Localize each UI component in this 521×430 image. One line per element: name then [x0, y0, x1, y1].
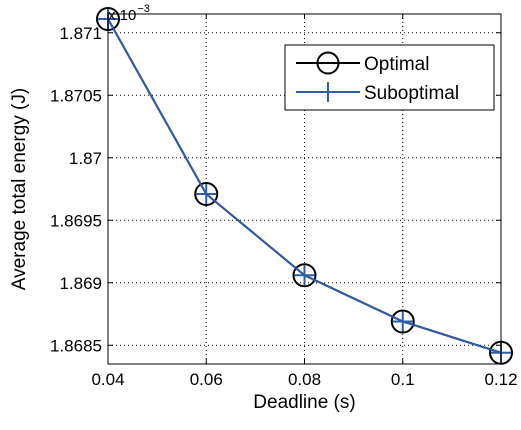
y-scale-exponent: −3 [137, 3, 150, 15]
x-tick-labels: 0.04 0.06 0.08 0.1 0.12 [91, 370, 517, 389]
legend-label-suboptimal: Suboptimal [364, 83, 459, 104]
legend-marker-optimal [316, 51, 340, 75]
legend-label-optimal: Optimal [364, 54, 429, 75]
y-tick-labels: 1.8685 1.869 1.8695 1.87 1.8705 1.871 [50, 24, 102, 356]
y-axis-label: Average total energy (J) [9, 88, 30, 290]
y-tick-label: 1.8685 [50, 336, 102, 355]
y-tick-label: 1.869 [59, 274, 102, 293]
legend-entry-suboptimal: Suboptimal [296, 82, 459, 104]
x-tick-label: 0.08 [288, 370, 321, 389]
y-tick-label: 1.871 [59, 24, 102, 43]
legend-entry-optimal: Optimal [296, 51, 429, 75]
x-tick-label: 0.04 [91, 370, 124, 389]
y-scale-base: x 10 [108, 7, 136, 24]
x-axis-label: Deadline (s) [253, 392, 355, 413]
legend: Optimal Suboptimal [284, 44, 495, 111]
y-tick-label: 1.8695 [50, 211, 102, 230]
axis-ticks [107, 14, 502, 364]
data-point-suboptimal [196, 184, 217, 204]
y-tick-label: 1.87 [69, 149, 102, 168]
data-point-suboptimal [294, 265, 315, 286]
data-point-optimal [194, 182, 219, 206]
y-tick-label: 1.8705 [50, 86, 102, 105]
y-scale-factor: x 10−3 [108, 3, 150, 24]
data-point-optimal [292, 263, 317, 288]
data-point-optimal [390, 309, 415, 334]
data-point-suboptimal [392, 311, 413, 332]
x-tick-label: 0.1 [391, 370, 415, 389]
series-layer [96, 7, 513, 365]
x-tick-label: 0.06 [190, 370, 223, 389]
x-tick-label: 0.12 [484, 370, 517, 389]
